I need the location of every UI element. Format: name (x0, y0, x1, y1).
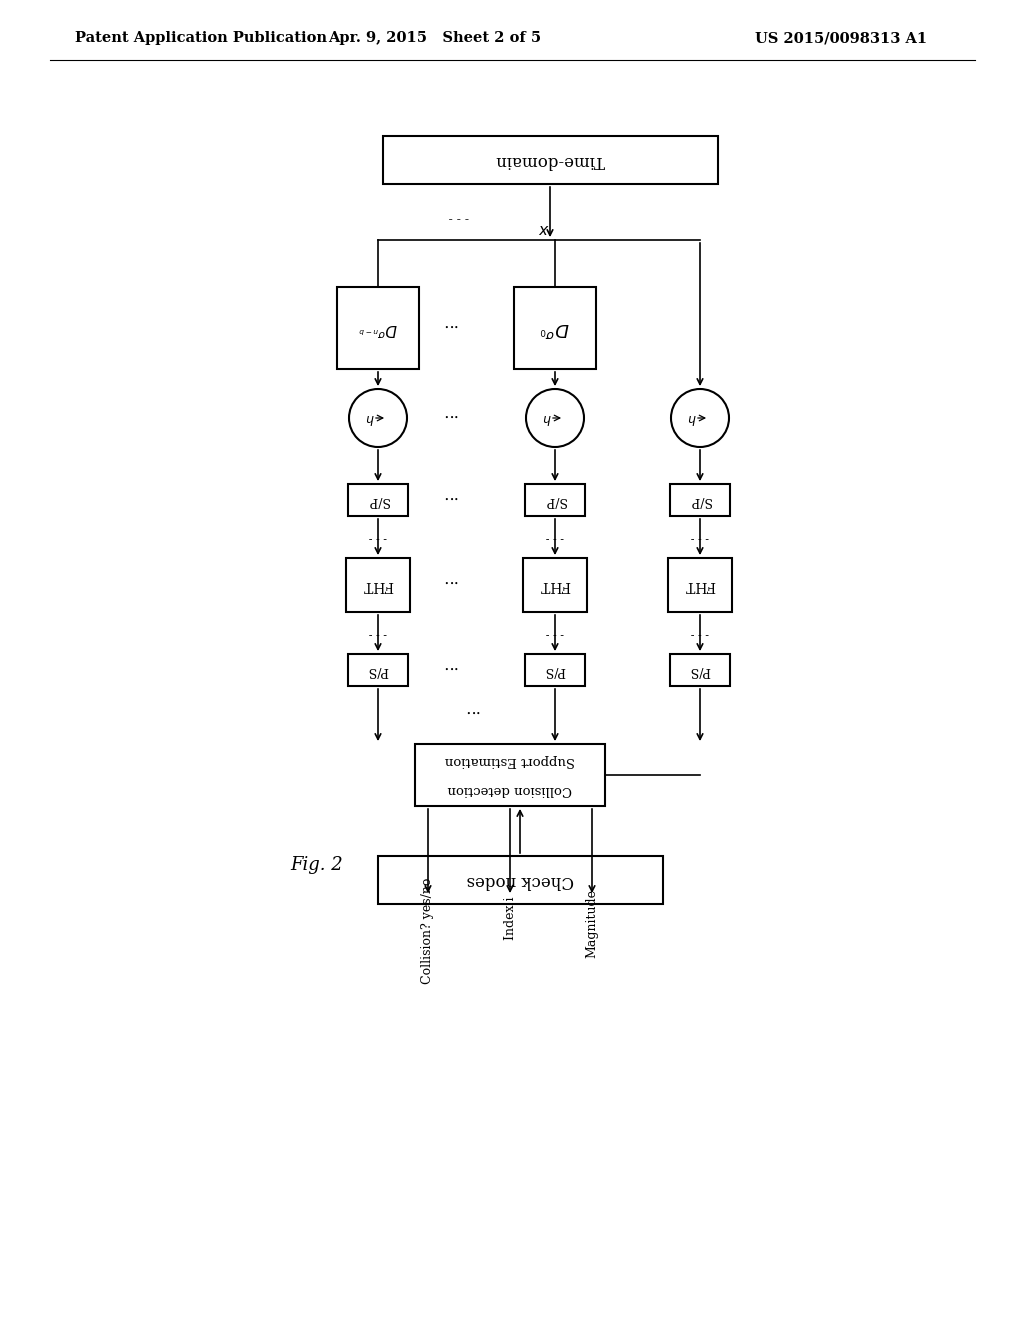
Text: ...: ... (440, 319, 457, 337)
Text: P/S: P/S (368, 664, 389, 676)
Text: - - -: - - - (369, 628, 387, 638)
Text: ...: ... (440, 409, 457, 426)
Bar (668, 558, 732, 612)
Bar (523, 558, 587, 612)
Text: Index i: Index i (504, 896, 516, 940)
Text: Check nodes: Check nodes (466, 871, 573, 888)
Text: ...: ... (440, 491, 457, 508)
Text: ...: ... (462, 706, 478, 723)
Text: - - -: - - - (546, 532, 564, 543)
Text: - - -: - - - (691, 532, 710, 543)
Text: FHT: FHT (540, 578, 570, 591)
Text: ...: ... (440, 661, 457, 678)
Bar (525, 653, 585, 686)
Bar (378, 855, 663, 904)
Text: Support Estimation: Support Estimation (445, 754, 575, 767)
Text: P/S: P/S (689, 664, 711, 676)
Bar (415, 744, 605, 807)
Text: S/P: S/P (545, 494, 565, 507)
Text: - - -: - - - (546, 628, 564, 638)
Bar (337, 286, 419, 370)
Text: Patent Application Publication: Patent Application Publication (75, 30, 327, 45)
Text: Fig. 2: Fig. 2 (290, 855, 343, 874)
Text: Collision detection: Collision detection (447, 784, 572, 796)
Circle shape (526, 389, 584, 447)
Bar (670, 484, 730, 516)
Text: - - -: - - - (369, 532, 387, 543)
Text: $h$: $h$ (543, 411, 552, 425)
Text: Apr. 9, 2015   Sheet 2 of 5: Apr. 9, 2015 Sheet 2 of 5 (329, 30, 542, 45)
Circle shape (349, 389, 407, 447)
Text: S/P: S/P (368, 494, 389, 507)
Text: Magnitude: Magnitude (586, 890, 598, 958)
Bar (670, 653, 730, 686)
Bar (514, 286, 596, 370)
Text: FHT: FHT (685, 578, 716, 591)
Bar (348, 653, 408, 686)
Text: $D^{\sigma_0}$: $D^{\sigma_0}$ (540, 319, 570, 337)
Bar (383, 136, 718, 183)
Bar (348, 484, 408, 516)
Text: $h$: $h$ (366, 411, 375, 425)
Text: - - -: - - - (691, 628, 710, 638)
Text: $h$: $h$ (687, 411, 696, 425)
Text: $x$: $x$ (538, 220, 549, 235)
Text: ...: ... (440, 577, 457, 594)
Text: Collision? yes/no: Collision? yes/no (422, 878, 434, 985)
Text: P/S: P/S (545, 664, 565, 676)
Text: $D^{\sigma_{n-b}}$: $D^{\sigma_{n-b}}$ (358, 319, 398, 337)
Bar (346, 558, 410, 612)
Circle shape (671, 389, 729, 447)
Bar (525, 484, 585, 516)
Text: FHT: FHT (362, 578, 393, 591)
Text: S/P: S/P (689, 494, 711, 507)
Text: Time-domain: Time-domain (496, 152, 605, 169)
Text: US 2015/0098313 A1: US 2015/0098313 A1 (755, 30, 927, 45)
Text: - - -: - - - (449, 211, 469, 224)
